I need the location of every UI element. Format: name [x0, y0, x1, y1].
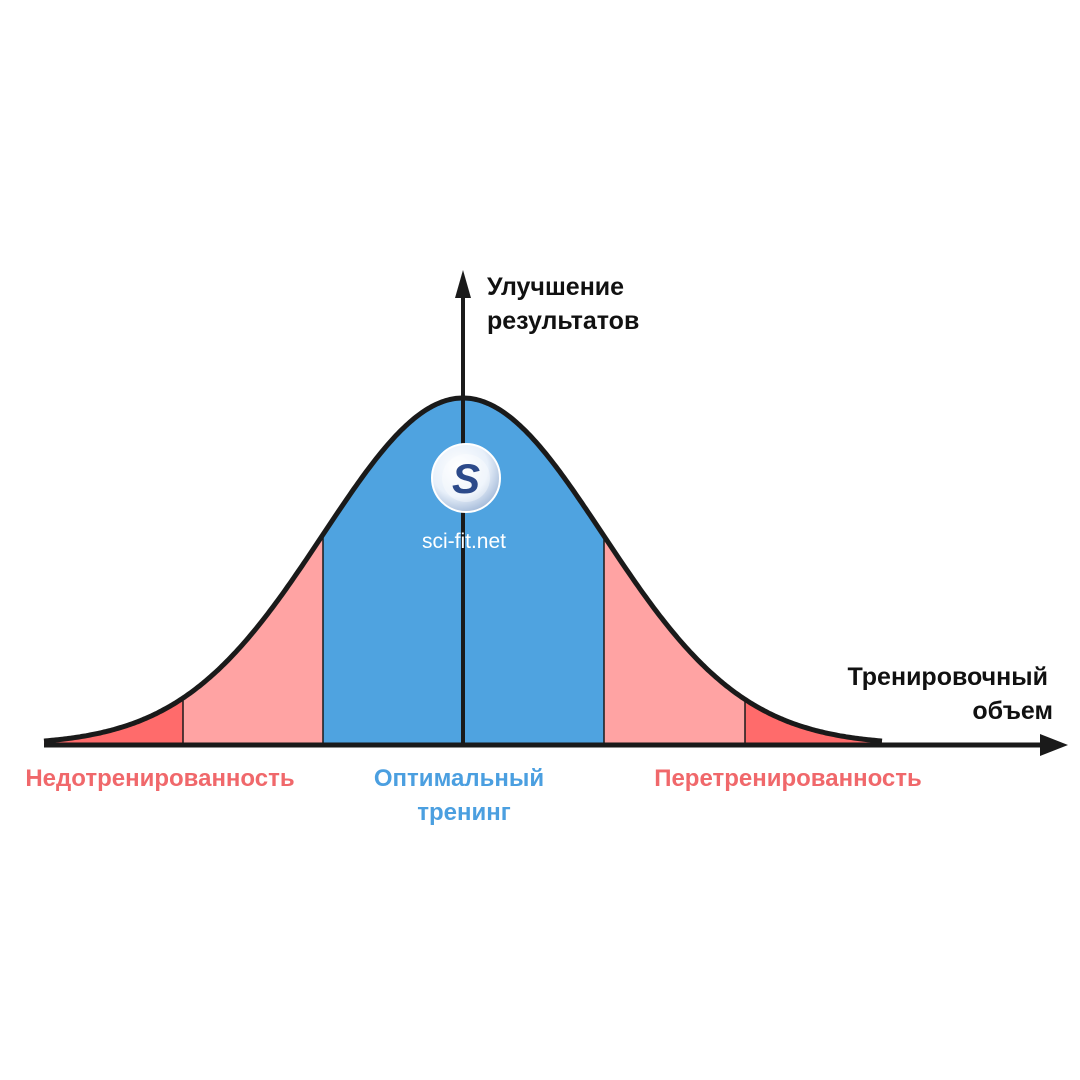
y-axis-label-line1: Улучшение	[487, 273, 624, 301]
overtraining-label: Перетренированность	[654, 765, 922, 792]
undertraining-label: Недотренированность	[25, 765, 294, 792]
logo-text: sci-fit.net	[422, 530, 506, 553]
optimal-label-line2: тренинг	[417, 799, 511, 826]
logo-badge-icon	[431, 443, 501, 513]
sci-fit-logo: S sci-fit.net	[422, 443, 506, 553]
x-axis-label-line2: объем	[972, 697, 1053, 725]
y-axis-arrow-icon	[455, 270, 471, 298]
logo-letter: S	[452, 455, 480, 502]
x-axis-arrow-icon	[1040, 734, 1068, 756]
overtraining-dark-zone	[745, 699, 882, 745]
y-axis-label-line2: результатов	[487, 307, 639, 335]
optimal-label-line1: Оптимальный	[374, 765, 544, 792]
undertraining-dark-zone	[44, 698, 183, 745]
x-axis-label-line1: Тренировочный	[847, 663, 1048, 691]
